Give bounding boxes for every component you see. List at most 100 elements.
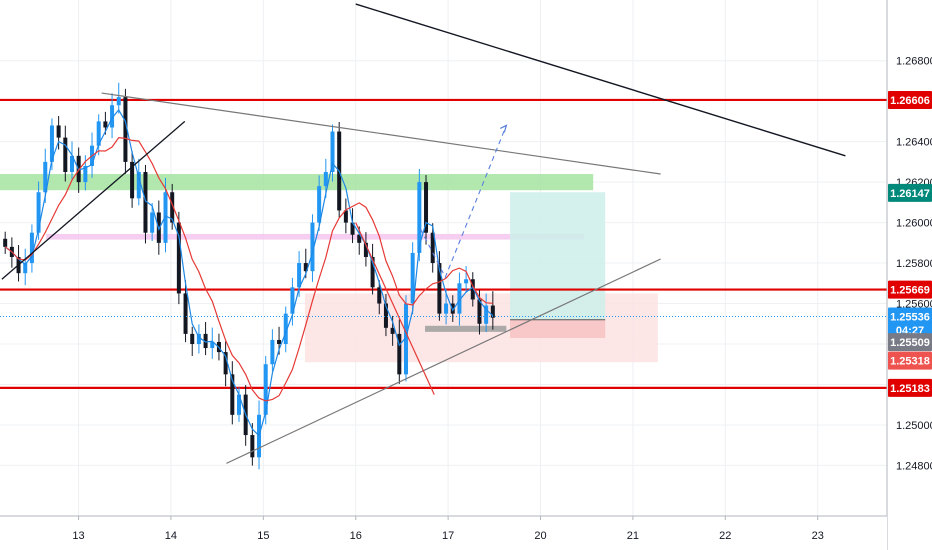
candle-body [210, 341, 215, 349]
time-tick-label: 20 [534, 530, 546, 542]
candle-body [96, 121, 101, 146]
zone-gray-base [425, 325, 507, 332]
candle-body [484, 305, 489, 324]
candle-body [36, 192, 41, 233]
price-badge-label: 1.26147 [890, 188, 930, 200]
candle-body [183, 293, 188, 334]
price-badge [888, 90, 932, 109]
price-tick-label: 1.25000 [896, 420, 932, 432]
candle-body [23, 263, 28, 274]
candle-body [410, 252, 415, 304]
projection-arrowhead [500, 124, 508, 133]
candle-body [116, 97, 121, 106]
candle-body [63, 137, 68, 172]
candle-body [203, 333, 208, 349]
candle-body [277, 339, 282, 344]
candle-body [317, 186, 322, 223]
trendline-black-downtrend[interactable] [355, 3, 846, 157]
time-tick-label: 16 [350, 530, 362, 542]
trendline-gray-upper[interactable] [101, 92, 661, 175]
candle-body [3, 238, 8, 247]
zone-pink-band [46, 233, 584, 240]
time-tick-label: 21 [627, 530, 639, 542]
candle-body [49, 125, 54, 162]
chart-zones [0, 174, 658, 363]
ma-fast-line [4, 108, 494, 437]
candle-body [163, 192, 168, 243]
candle-body [357, 234, 362, 243]
moving-averages [4, 108, 494, 437]
candle-body [457, 283, 462, 314]
price-badge-label: 1.25318 [890, 356, 930, 368]
candle-body [143, 172, 148, 233]
zone-stop-box [510, 319, 606, 338]
candle-body [290, 287, 295, 314]
candle-body [470, 279, 475, 300]
candle-body [270, 339, 275, 365]
ma-slow-line [4, 136, 493, 402]
price-badge [888, 183, 932, 202]
candle-body [190, 333, 195, 344]
projection-line[interactable] [419, 125, 507, 279]
candle-body [236, 394, 241, 415]
candle-body [196, 333, 201, 344]
candle-body [303, 263, 308, 272]
candle-body [430, 232, 435, 264]
candle-body [383, 303, 388, 328]
price-tick-label: 1.26000 [896, 218, 932, 230]
candle-body [56, 125, 61, 138]
candle-body [350, 222, 355, 235]
trendline-gray-lower[interactable] [226, 258, 661, 464]
price-badge [888, 378, 932, 397]
price-tick-label: 1.25800 [896, 258, 932, 270]
chart-grid [0, 0, 887, 516]
price-badge-label: 1.25183 [890, 383, 930, 395]
candle-body [176, 222, 181, 294]
candle-body [130, 161, 135, 199]
candle-body [150, 212, 155, 233]
price-badge-label: 1.25536 [890, 311, 930, 323]
time-axis-background[interactable] [0, 516, 887, 550]
candle-body [330, 131, 335, 172]
candlestick-series [3, 82, 495, 470]
price-badge [888, 280, 932, 299]
time-tick-label: 17 [442, 530, 454, 542]
price-badge-label: 1.25669 [890, 285, 930, 297]
candle-body [103, 121, 108, 128]
time-tick-label: 13 [72, 530, 84, 542]
candle-body [250, 435, 255, 458]
candle-body [424, 182, 429, 233]
candle-body [417, 182, 422, 253]
candle-body [110, 105, 115, 128]
time-tick-label: 23 [812, 530, 824, 542]
candle-body [450, 303, 455, 314]
candle-body [297, 263, 302, 288]
time-tick-label: 15 [257, 530, 269, 542]
price-badge-label: 1.26606 [890, 95, 930, 107]
candle-body [323, 172, 328, 187]
time-tick-label: 22 [719, 530, 731, 542]
candle-body [43, 161, 48, 193]
candle-body [123, 97, 128, 162]
candle-body [29, 232, 34, 264]
projection-path [419, 124, 508, 279]
price-tick-label: 1.24800 [896, 460, 932, 472]
trendline-black-early-up[interactable] [1, 120, 186, 280]
candle-body [397, 333, 402, 375]
candle-body [390, 327, 395, 334]
price-badge [888, 307, 932, 326]
candle-body [310, 222, 315, 272]
time-tick-label: 14 [165, 530, 177, 542]
candle-body [230, 374, 235, 415]
price-badges: 1.266061.261471.256691.2553604:271.25509… [888, 90, 932, 397]
trendlines [1, 3, 846, 464]
price-tick-label: 1.26400 [896, 137, 932, 149]
candle-body [170, 192, 175, 223]
zone-target-box [510, 192, 606, 320]
candle-body [464, 279, 469, 284]
trendline-red-diagonal[interactable] [355, 222, 435, 395]
candle-body [437, 263, 442, 314]
candle-body [403, 303, 408, 375]
candle-body [444, 303, 449, 314]
